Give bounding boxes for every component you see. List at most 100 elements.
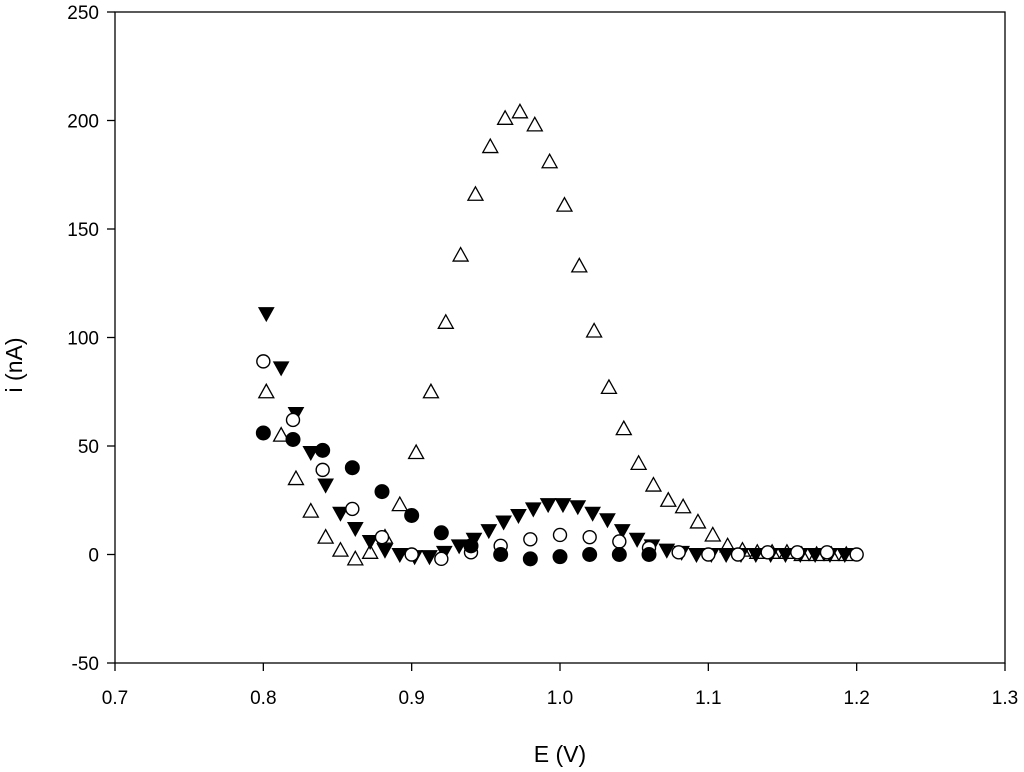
data-point <box>790 545 805 560</box>
data-point <box>674 497 692 514</box>
data-point <box>615 419 633 436</box>
data-point <box>346 521 364 537</box>
data-point <box>849 547 864 562</box>
data-point <box>552 549 568 565</box>
data-point <box>317 528 335 544</box>
data-point <box>315 442 331 458</box>
data-point <box>836 548 854 564</box>
y-tick-label: 50 <box>78 437 99 458</box>
data-point <box>361 534 379 551</box>
data-point <box>730 547 746 562</box>
data-point <box>522 551 538 567</box>
data-point <box>331 541 350 557</box>
data-point <box>688 548 705 564</box>
data-point <box>407 443 425 460</box>
y-tick-label: 150 <box>67 220 99 241</box>
data-point <box>599 513 616 529</box>
data-point <box>285 431 301 447</box>
x-tick-label: 0.7 <box>102 688 128 709</box>
data-point <box>404 507 420 523</box>
data-point <box>346 550 364 566</box>
y-axis: -50 0 50 100 150 200 250 <box>67 3 115 675</box>
data-point <box>613 524 631 540</box>
data-point <box>819 545 835 560</box>
data-point <box>524 502 542 518</box>
data-point <box>285 412 301 428</box>
data-point <box>511 102 529 119</box>
y-tick-label: 250 <box>67 3 99 24</box>
data-point <box>332 506 349 522</box>
data-point <box>391 548 409 564</box>
data-point <box>644 476 663 492</box>
data-point <box>434 551 449 567</box>
data-point <box>257 307 275 323</box>
data-point <box>552 527 568 543</box>
x-tick-label: 0.8 <box>250 688 276 709</box>
data-point <box>689 513 707 529</box>
data-point <box>391 495 409 512</box>
data-point <box>628 532 646 548</box>
data-point <box>466 185 485 201</box>
data-point <box>361 543 379 559</box>
data-point <box>272 361 290 377</box>
data-point <box>496 109 514 125</box>
x-tick-label: 1.1 <box>695 688 721 709</box>
series-filled-circle <box>255 425 657 567</box>
data-point <box>510 508 527 524</box>
data-point <box>630 454 648 471</box>
plot-frame <box>114 11 1006 664</box>
data-point <box>526 116 544 132</box>
data-point <box>493 547 509 562</box>
data-point <box>569 500 587 516</box>
y-tick-label: 100 <box>67 329 99 350</box>
data-point <box>463 538 479 554</box>
data-point <box>256 354 271 369</box>
data-point <box>374 529 390 545</box>
y-tick-label: -50 <box>72 654 99 675</box>
data-point <box>541 152 559 169</box>
data-point <box>404 547 419 562</box>
data-point <box>317 478 334 494</box>
series-open-triangle-up <box>257 102 855 566</box>
data-point <box>422 382 440 399</box>
x-tick-label: 1.2 <box>843 688 869 709</box>
data-point <box>315 462 330 478</box>
data-point <box>344 460 360 476</box>
data-point <box>760 545 775 560</box>
data-point <box>717 548 735 564</box>
data-point <box>671 545 686 560</box>
data-point <box>704 526 722 542</box>
x-tick-label: 1.3 <box>992 688 1018 709</box>
data-point <box>582 547 598 562</box>
data-point <box>570 257 588 273</box>
data-point <box>611 547 627 562</box>
data-point <box>600 378 618 395</box>
data-point <box>257 382 275 399</box>
x-tick-label: 0.9 <box>398 688 424 709</box>
data-point <box>495 515 512 531</box>
y-axis-title: i (nA) <box>1 338 27 393</box>
data-point <box>374 484 390 500</box>
data-point <box>612 534 627 549</box>
y-tick-label: 0 <box>88 546 99 567</box>
data-point <box>582 529 597 545</box>
data-point <box>255 425 271 441</box>
data-point <box>272 426 290 442</box>
data-point <box>480 524 498 540</box>
data-point <box>777 548 794 564</box>
data-point <box>302 446 320 462</box>
data-point <box>433 525 449 541</box>
data-point <box>421 550 438 566</box>
data-point <box>554 498 572 514</box>
data-point <box>555 196 574 212</box>
data-point <box>437 313 455 329</box>
data-point <box>701 547 716 562</box>
x-tick-label: 1.0 <box>547 688 573 709</box>
data-point <box>658 543 676 559</box>
series-filled-triangle-down <box>257 307 854 566</box>
series-open-circle <box>256 354 864 567</box>
data-point <box>806 548 824 564</box>
plot-area-border <box>114 11 1006 664</box>
data-point <box>302 502 320 518</box>
